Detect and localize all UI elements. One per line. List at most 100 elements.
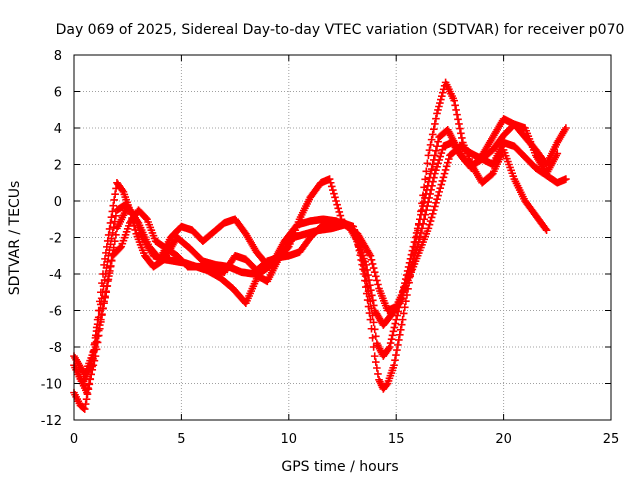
chart-title: Day 069 of 2025, Sidereal Day-to-day VTE… xyxy=(56,22,625,38)
data-point xyxy=(86,375,94,383)
data-point xyxy=(329,186,337,194)
data-point xyxy=(97,318,105,326)
data-point xyxy=(111,237,119,245)
data-point xyxy=(370,268,379,276)
data-point xyxy=(438,177,447,185)
data-point xyxy=(373,276,381,285)
data-point xyxy=(80,405,89,413)
data-point xyxy=(456,124,464,133)
data-point xyxy=(370,352,379,360)
data-point xyxy=(88,366,97,374)
data-point xyxy=(427,135,436,144)
data-point xyxy=(94,331,103,340)
data-point xyxy=(501,151,510,160)
y-tick-label: 8 xyxy=(54,49,62,64)
data-point xyxy=(386,339,395,347)
data-point xyxy=(117,242,126,251)
data-point xyxy=(385,343,394,351)
data-point xyxy=(395,331,404,339)
data-point xyxy=(433,162,441,171)
x-tick-label: 15 xyxy=(388,432,405,447)
data-point xyxy=(104,277,112,285)
y-axis-label: SDTVAR / TECUs xyxy=(7,181,23,296)
data-point xyxy=(508,169,516,178)
data-point xyxy=(509,172,518,180)
data-point xyxy=(436,152,445,161)
data-point xyxy=(365,276,373,284)
data-point xyxy=(424,224,433,233)
data-point xyxy=(100,297,108,306)
data-points xyxy=(70,78,570,413)
data-point xyxy=(331,193,339,202)
data-point xyxy=(423,202,432,210)
data-point xyxy=(391,356,399,364)
data-point xyxy=(398,315,407,324)
x-tick-label: 25 xyxy=(603,432,620,447)
data-point xyxy=(92,337,101,346)
data-point xyxy=(123,225,132,233)
data-point xyxy=(392,351,400,359)
data-point xyxy=(435,188,443,196)
y-tick-label: -6 xyxy=(49,305,62,320)
data-point xyxy=(374,370,382,378)
data-point xyxy=(434,159,442,168)
data-point xyxy=(427,165,436,173)
data-point xyxy=(366,281,374,289)
data-point xyxy=(434,191,442,200)
data-point xyxy=(119,236,128,245)
data-point xyxy=(434,106,442,114)
data-point xyxy=(79,404,88,412)
data-point xyxy=(431,151,439,160)
data-point xyxy=(437,95,445,104)
data-point xyxy=(367,286,375,295)
data-point xyxy=(390,323,399,332)
data-point xyxy=(429,125,438,133)
series-1 xyxy=(70,78,551,413)
data-point xyxy=(325,175,334,183)
data-point xyxy=(428,130,437,139)
data-point xyxy=(112,230,120,239)
data-point xyxy=(112,212,120,220)
data-point xyxy=(107,257,116,265)
data-point xyxy=(392,315,400,324)
data-point xyxy=(332,197,340,205)
data-point xyxy=(562,124,570,132)
data-point xyxy=(430,173,438,182)
axis-ticks: 0 5 10 15 20 25 -12 -10 -8 -6 -4 -2 0 2 4 6 8 xyxy=(41,49,620,447)
data-point xyxy=(428,209,437,218)
data-point xyxy=(82,395,91,403)
data-point xyxy=(422,167,431,176)
data-point xyxy=(368,260,377,268)
data-point xyxy=(435,102,443,111)
data-point xyxy=(454,115,462,124)
data-point xyxy=(327,182,336,191)
data-point xyxy=(425,220,434,229)
data-point xyxy=(432,147,440,155)
data-point xyxy=(431,202,439,211)
data-point xyxy=(91,352,100,360)
y-tick-label: 2 xyxy=(54,159,62,174)
data-point xyxy=(420,215,428,224)
data-point xyxy=(106,219,115,227)
data-point xyxy=(399,309,408,318)
data-point xyxy=(436,99,444,107)
data-point xyxy=(503,154,511,163)
data-point xyxy=(106,240,115,249)
data-point xyxy=(429,177,437,186)
data-point xyxy=(369,318,378,327)
data-point xyxy=(432,199,440,207)
data-point xyxy=(440,169,449,178)
data-point xyxy=(107,213,116,221)
data-point xyxy=(394,341,402,349)
data-point xyxy=(371,358,380,366)
data-point xyxy=(367,256,376,264)
data-point xyxy=(366,251,375,260)
data-point xyxy=(457,129,465,138)
data-point xyxy=(368,291,376,300)
data-point xyxy=(417,229,425,237)
y-tick-label: 6 xyxy=(54,86,62,101)
data-point xyxy=(142,214,150,222)
data-point xyxy=(90,356,99,365)
data-point xyxy=(434,137,442,146)
